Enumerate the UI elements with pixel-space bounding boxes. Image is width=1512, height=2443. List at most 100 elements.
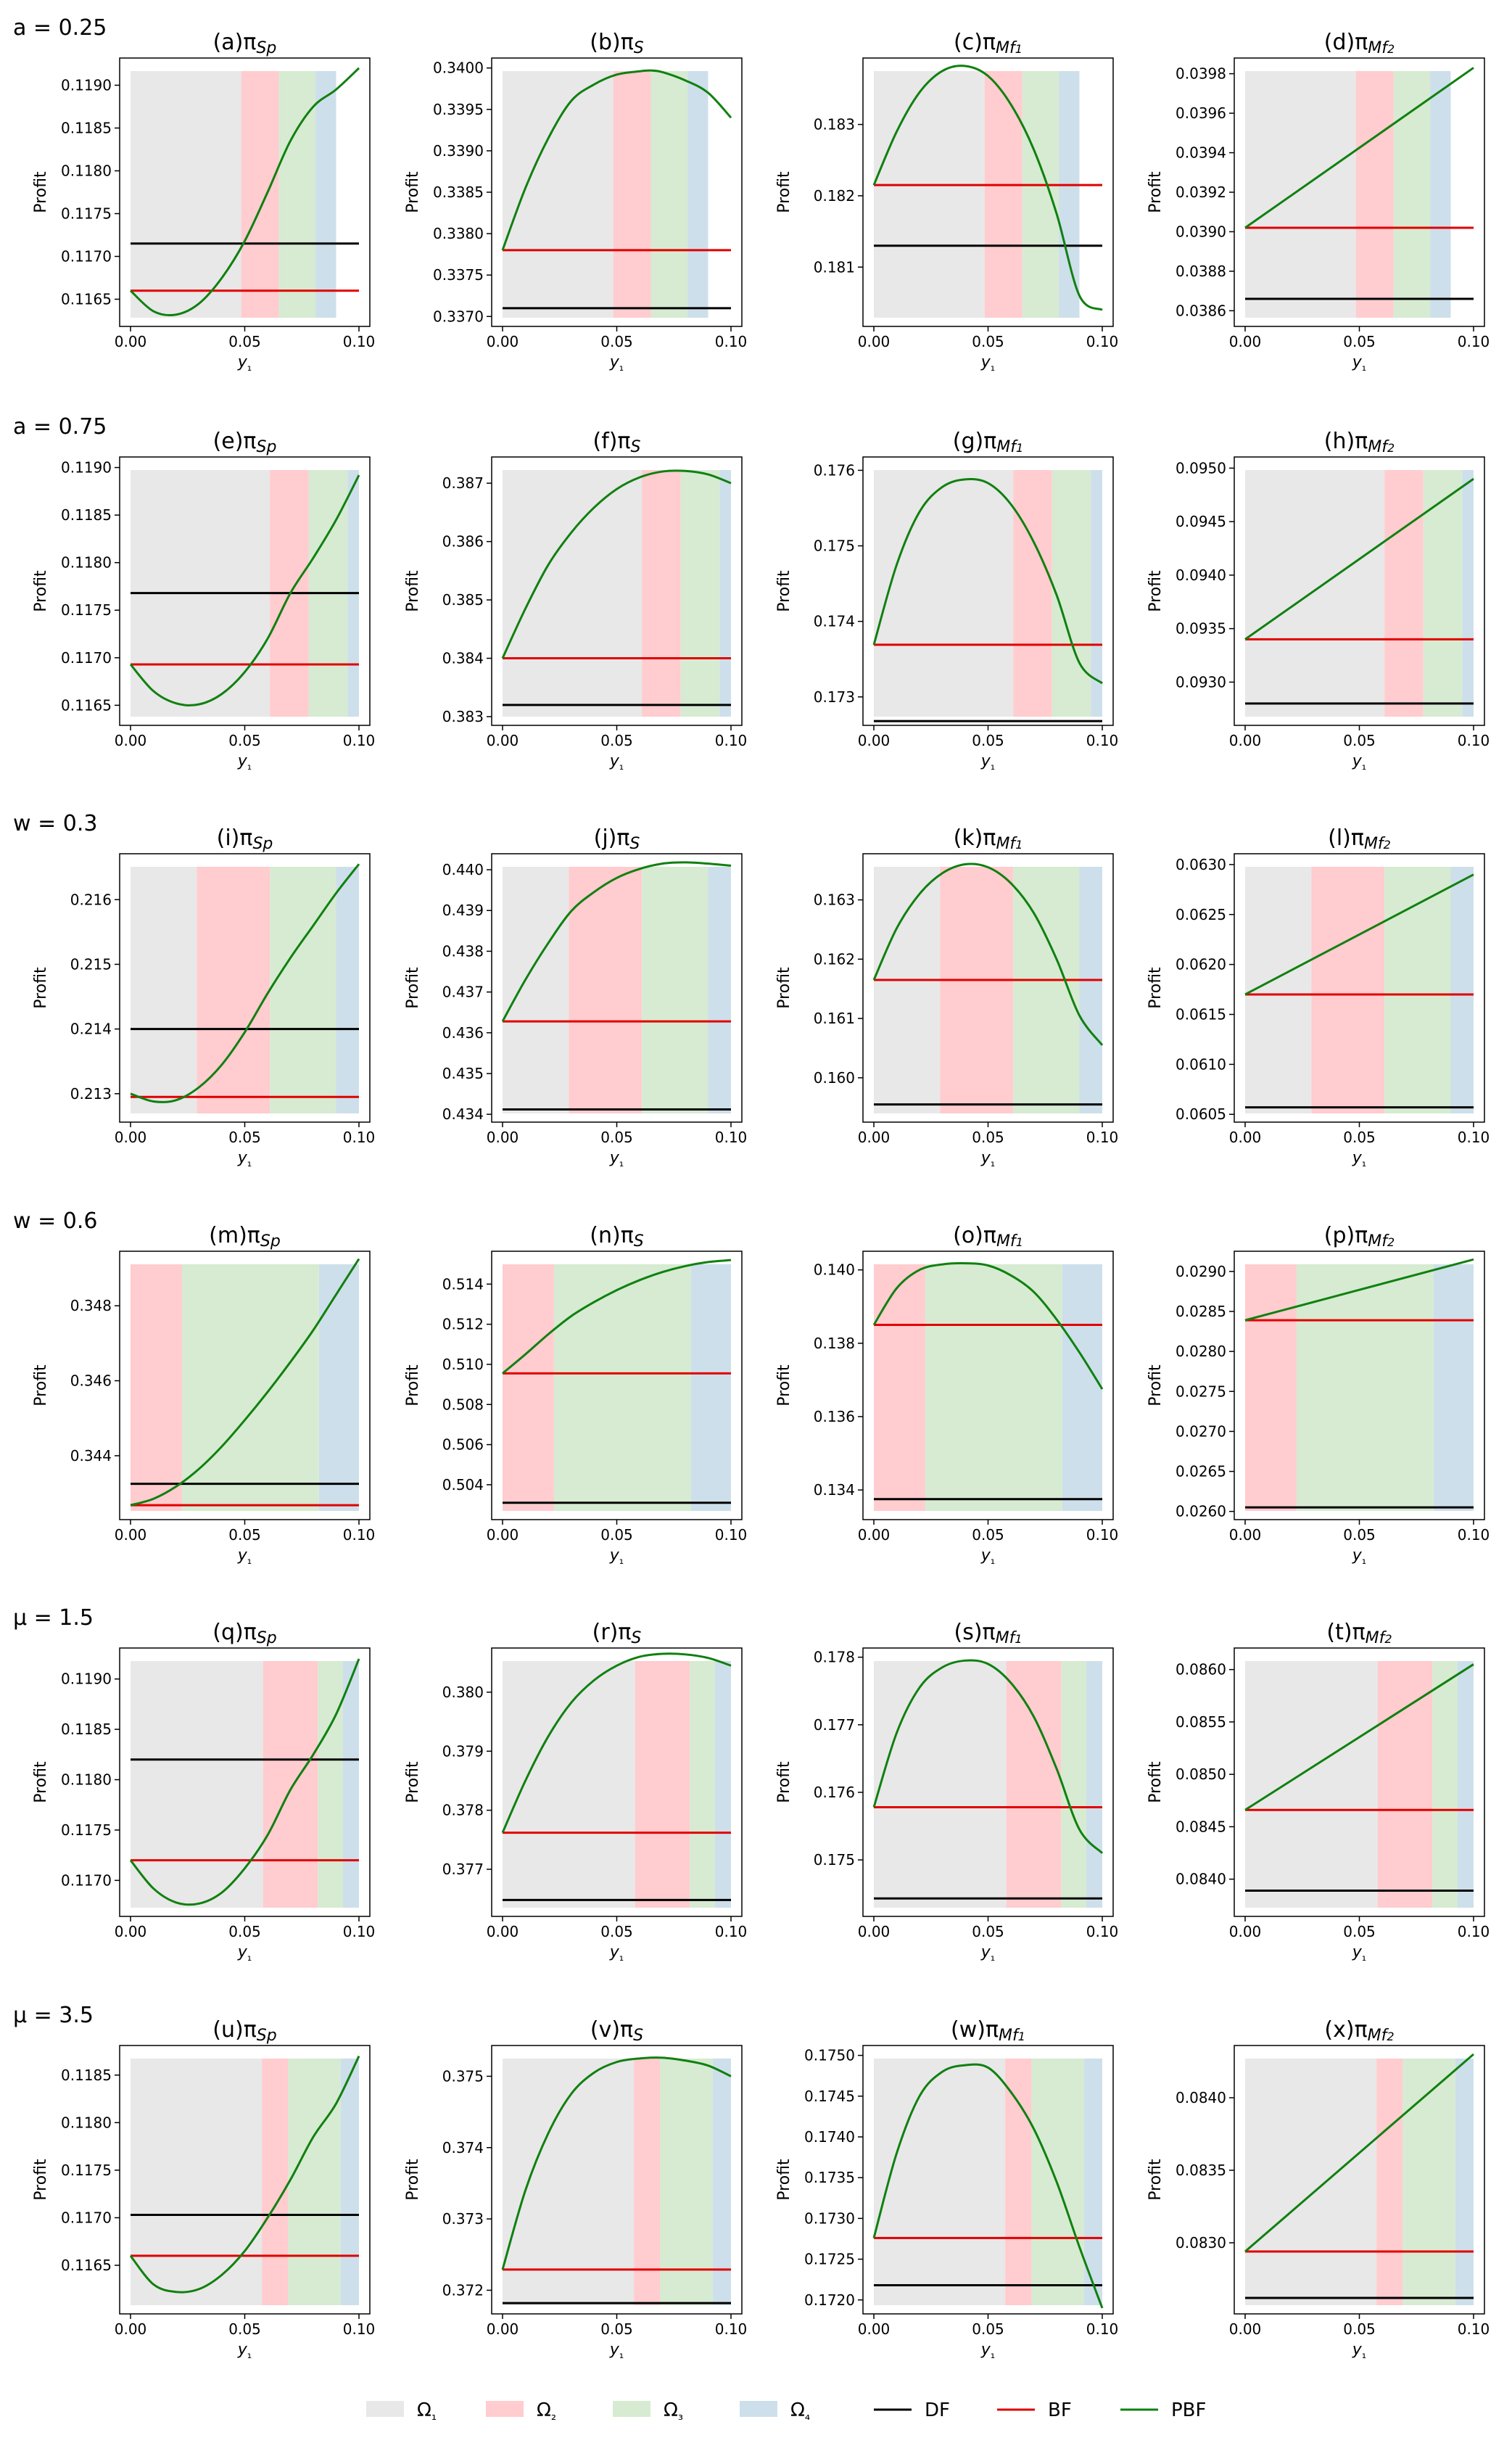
legend-item: BF [997, 2399, 1072, 2421]
y-tick-label: 0.380 [442, 1684, 484, 1701]
x-tick-label: 0.10 [715, 1923, 748, 1940]
region-band [1462, 470, 1474, 717]
x-tick-label: 0.10 [1458, 333, 1490, 350]
x-tick-label: 0.00 [858, 333, 891, 350]
region-band [660, 2059, 713, 2305]
y-tick-label: 0.0940 [1176, 567, 1226, 584]
y-axis-label: Profit [32, 1761, 50, 1803]
region-band [315, 71, 336, 318]
y-tick-label: 0.439 [442, 902, 484, 919]
region-band [1457, 1661, 1474, 1908]
y-tick-label: 0.437 [442, 984, 484, 1001]
x-axis-label: y₁ [980, 353, 995, 374]
region-band [569, 867, 643, 1113]
row-label: a = 0.75 [13, 414, 107, 440]
y-tick-label: 0.1730 [804, 2209, 855, 2227]
y-tick-label: 0.0605 [1176, 1105, 1226, 1123]
region-band [650, 71, 688, 318]
pbf-curve [130, 1258, 360, 1507]
x-tick-label: 0.05 [228, 1923, 261, 1940]
row-label: μ = 1.5 [13, 1605, 94, 1631]
x-tick-label: 0.05 [972, 333, 1004, 350]
y-tick-label: 0.3395 [433, 101, 484, 118]
y-tick-label: 0.1185 [61, 120, 112, 137]
y-axis-label: Profit [775, 967, 793, 1009]
region-band [1393, 71, 1431, 318]
subplot-title: (d)πMf2 [1324, 30, 1395, 57]
y-tick-label: 0.1165 [61, 2257, 112, 2274]
y-tick-label: 0.182 [814, 187, 855, 205]
y-tick-label: 0.0935 [1176, 620, 1226, 638]
region-band [318, 1661, 343, 1908]
x-tick-label: 0.05 [972, 2320, 1004, 2338]
y-tick-label: 0.0388 [1176, 263, 1226, 280]
subplot-panel: (x)πMf2 0.00 0.05 0.10 y₁ 0.0830 0.0835 0.0840 P… [1147, 2017, 1490, 2361]
y-tick-label: 0.387 [442, 474, 484, 492]
y-tick-label: 0.1175 [61, 601, 112, 619]
region-band [1433, 1264, 1474, 1511]
y-tick-label: 0.438 [442, 942, 484, 960]
pbf-curve [130, 863, 360, 1103]
region-band [1245, 2059, 1377, 2305]
x-tick-label: 0.00 [858, 2320, 891, 2338]
y-tick-label: 0.0260 [1176, 1503, 1226, 1520]
legend-label: Ω₂ [537, 2399, 556, 2423]
subplot-title: (k)πMf1 [954, 825, 1023, 853]
y-tick-label: 0.160 [814, 1069, 855, 1087]
legend-item: Ω₁ [366, 2399, 437, 2423]
y-tick-label: 0.0398 [1176, 65, 1226, 83]
legend-item: PBF [1120, 2399, 1206, 2421]
y-axis-label: Profit [775, 171, 793, 213]
y-tick-label: 0.0620 [1176, 956, 1226, 973]
y-tick-label: 0.504 [442, 1476, 484, 1494]
y-tick-label: 0.385 [442, 591, 484, 609]
pbf-curve [1244, 477, 1474, 640]
region-band [642, 470, 681, 717]
x-tick-label: 0.05 [1343, 333, 1376, 350]
pbf-curve [502, 1258, 732, 1375]
region-band [340, 2059, 359, 2305]
x-tick-label: 0.05 [228, 1129, 261, 1146]
pbf-curve [501, 69, 732, 251]
region-band [1423, 470, 1463, 717]
subplot-title: (t)πMf2 [1326, 1620, 1392, 1647]
subplot-panel: (q)πSp 0.00 0.05 0.10 y₁ 0.1170 0.1175 0.1180 0.… [32, 1620, 375, 1964]
region-band [642, 867, 709, 1113]
region-band [1086, 1661, 1102, 1908]
subplot-panel: (e)πSp 0.00 0.05 0.10 y₁ 0.1165 0.1170 0.1175 0.… [32, 429, 375, 773]
y-axis-label: Profit [775, 1364, 793, 1406]
x-tick-label: 0.00 [115, 732, 147, 749]
legend-label: BF [1048, 2399, 1072, 2421]
region-band [925, 1264, 1062, 1511]
legend-swatch [366, 2401, 404, 2417]
y-tick-label: 0.1185 [61, 506, 112, 524]
x-axis-label: y₁ [1352, 1943, 1366, 1964]
region-band [613, 71, 651, 318]
x-tick-label: 0.00 [858, 1129, 891, 1146]
y-tick-label: 0.372 [442, 2281, 484, 2299]
x-axis-label: y₁ [1352, 1546, 1366, 1567]
region-band [1059, 71, 1080, 318]
region-band [1402, 2059, 1455, 2305]
subplot-panel: (k)πMf1 0.00 0.05 0.10 y₁ 0.160 0.161 0.162 0.16… [775, 825, 1118, 1169]
y-tick-label: 0.134 [814, 1481, 855, 1499]
y-tick-label: 0.0830 [1176, 2234, 1226, 2252]
y-axis-label: Profit [404, 2159, 422, 2201]
x-tick-label: 0.00 [1229, 1923, 1262, 1940]
x-tick-label: 0.10 [343, 333, 376, 350]
x-tick-label: 0.05 [600, 732, 633, 749]
x-axis-label: y₁ [980, 752, 995, 773]
pbf-curve [1244, 2053, 1474, 2253]
subplot-panel: (r)πS 0.00 0.05 0.10 y₁ 0.377 0.378 0.379 0.380 P… [404, 1620, 747, 1964]
y-tick-label: 0.1740 [804, 2128, 855, 2146]
x-tick-label: 0.00 [858, 732, 891, 749]
region-band [1013, 470, 1052, 717]
y-tick-label: 0.384 [442, 650, 484, 667]
region-band [1245, 470, 1385, 717]
y-tick-label: 0.1720 [804, 2291, 855, 2309]
y-tick-label: 0.177 [814, 1716, 855, 1734]
x-axis-label: y₁ [1352, 752, 1366, 773]
region-band [719, 470, 731, 717]
y-tick-label: 0.0265 [1176, 1463, 1226, 1480]
